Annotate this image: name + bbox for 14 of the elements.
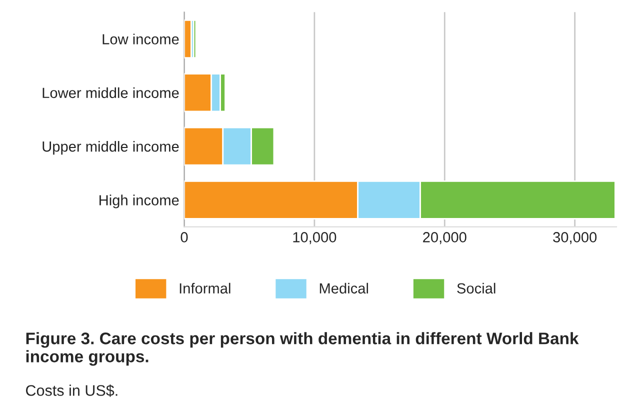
x-tick-label: 20,000 bbox=[423, 232, 466, 244]
text: Figure 3. Care costs per person with dementia in different World Bank income groups. bbox=[26, 332, 579, 366]
x-tick-label: 10,000 bbox=[293, 232, 336, 244]
x-tick-label: 30,000 bbox=[553, 232, 597, 244]
legend-label: Informal bbox=[180, 282, 230, 294]
legend-label: Medical bbox=[320, 282, 368, 294]
legend-label: Social bbox=[457, 282, 496, 294]
y-tick-label: High income bbox=[100, 194, 179, 208]
y-tick-label: Low income bbox=[102, 34, 179, 44]
y-tick-label: Upper middle income bbox=[42, 141, 179, 155]
bar bbox=[192, 20, 197, 58]
text: Costs in US$. bbox=[26, 384, 118, 397]
y-tick-label: Lower middle income bbox=[42, 87, 179, 98]
x-tick-label: 0 bbox=[180, 232, 188, 242]
